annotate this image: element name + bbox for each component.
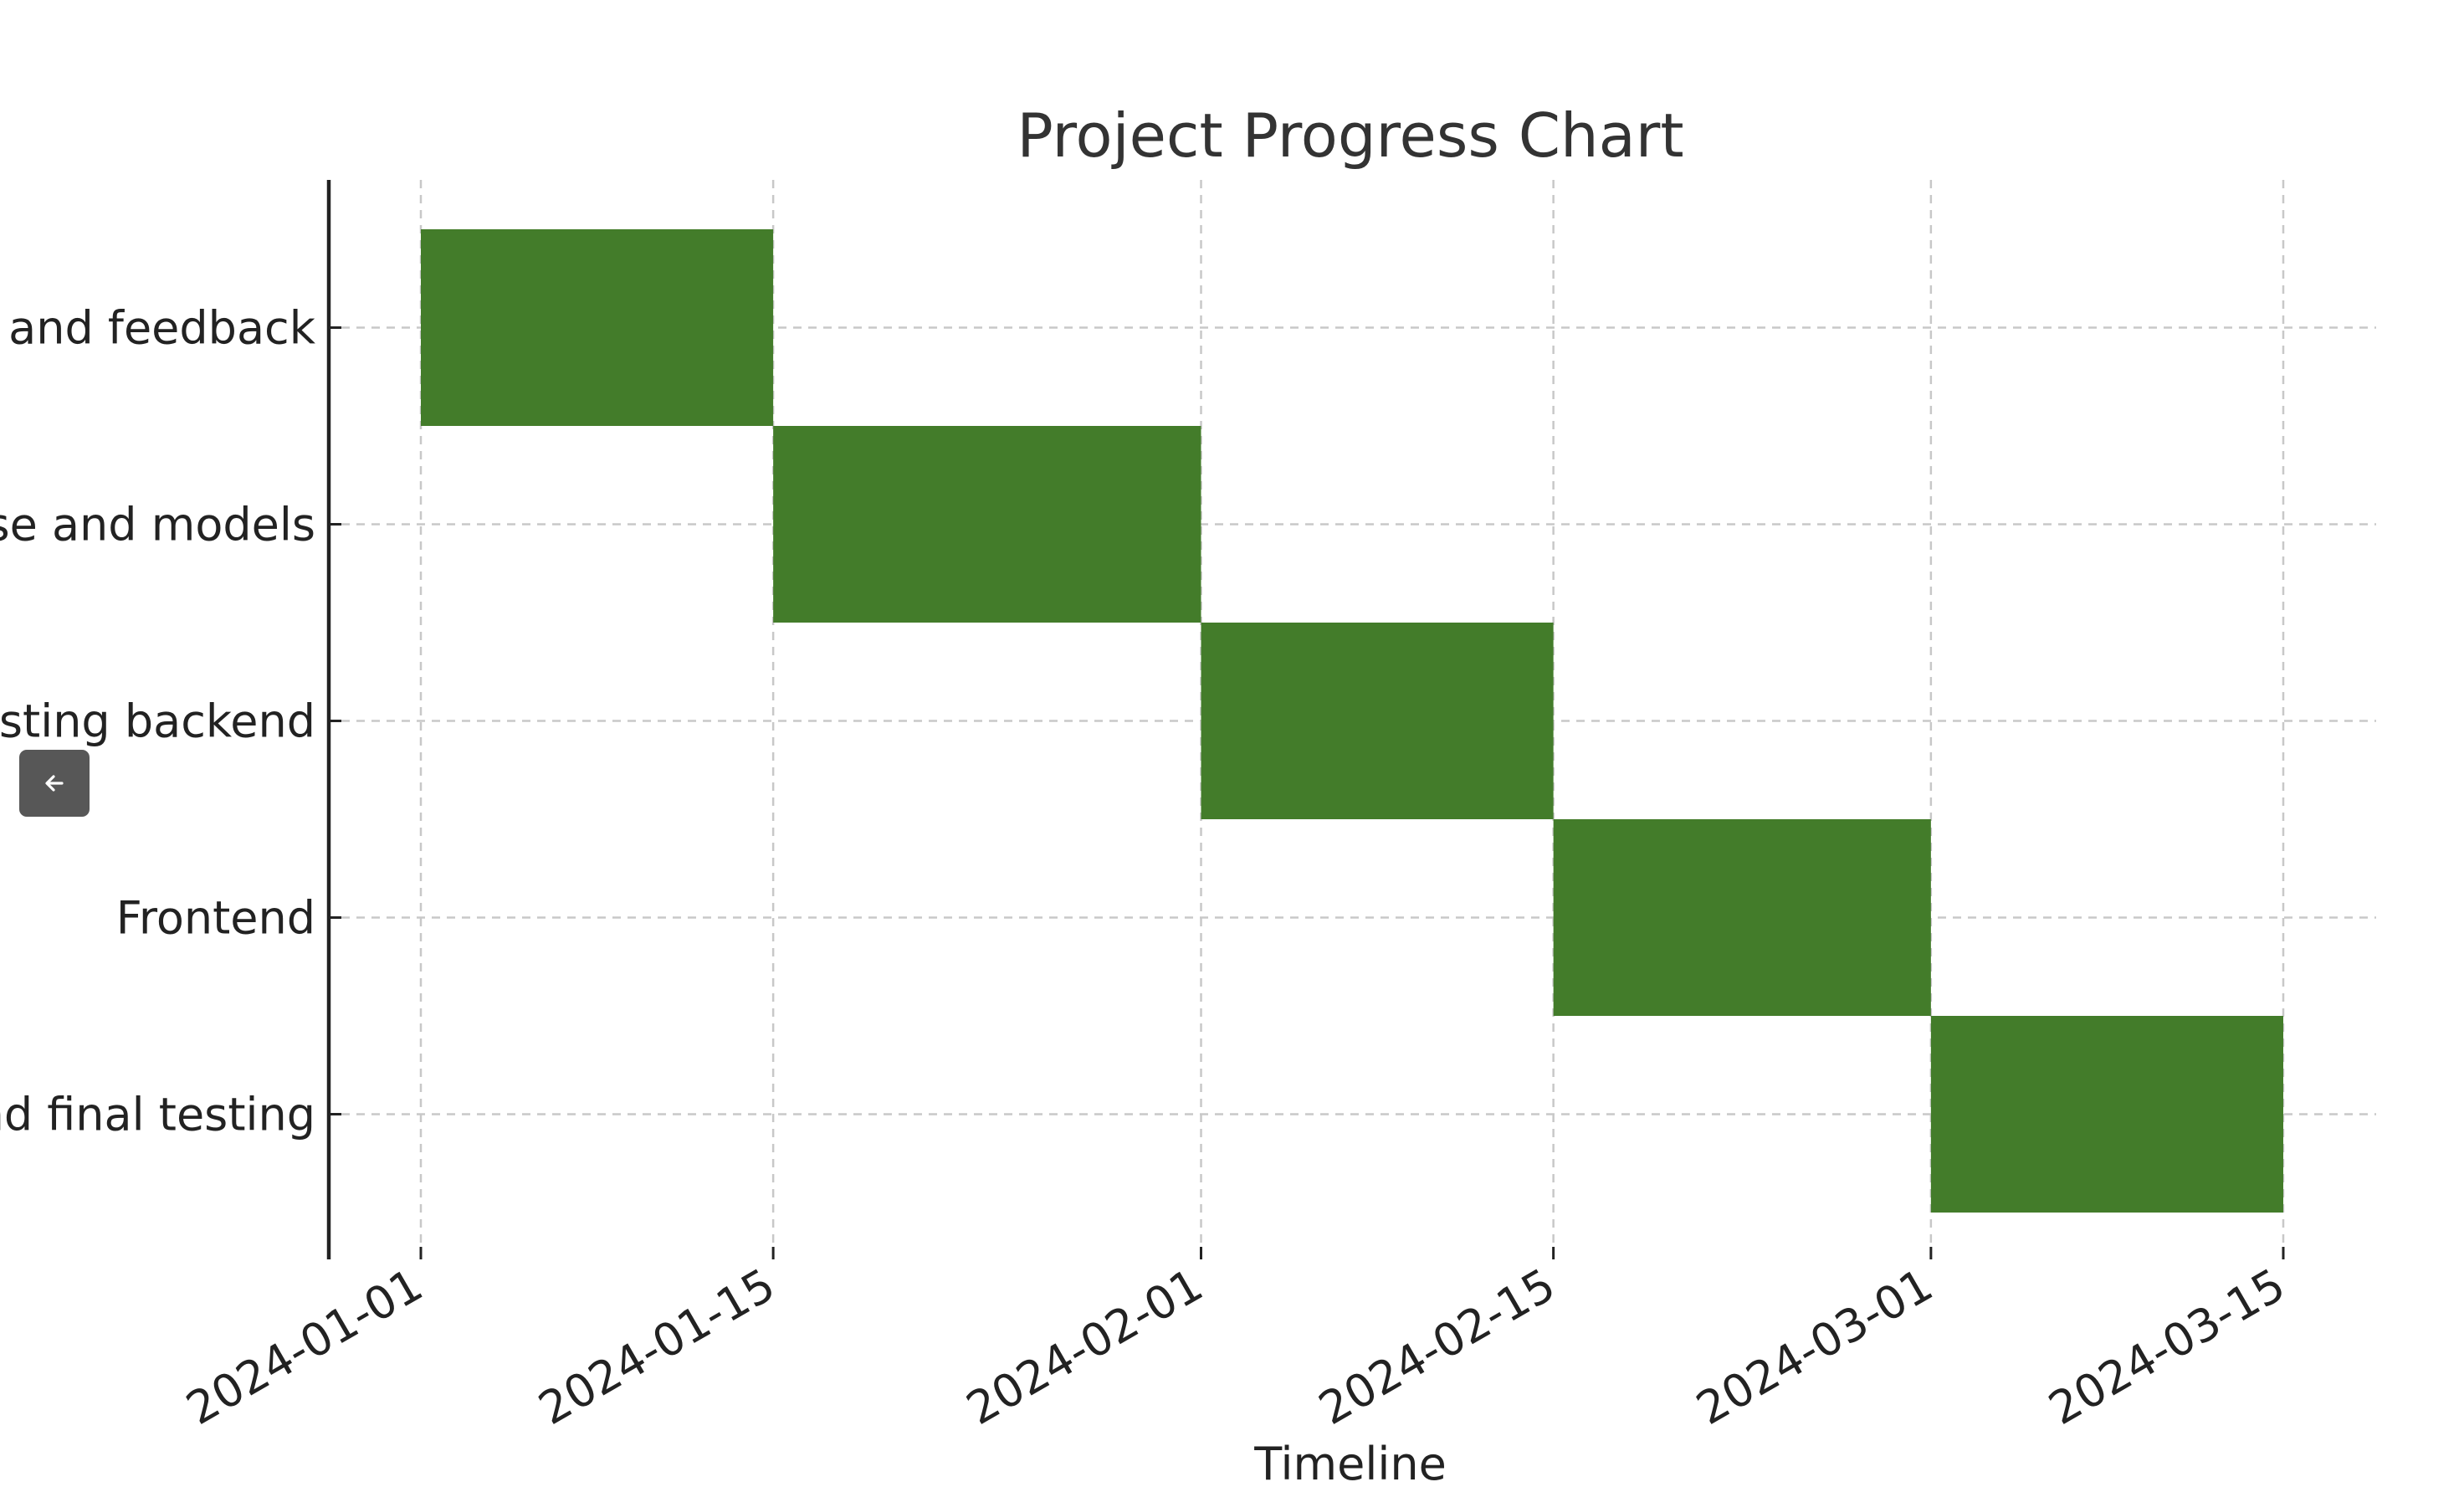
task-bar	[773, 426, 1201, 623]
task-bar	[1553, 819, 1931, 1016]
arrow-left-icon	[45, 775, 64, 792]
collapse-sidebar-button[interactable]	[19, 750, 90, 817]
chart-title: Project Progress Chart	[1017, 100, 1683, 171]
y-tick-label: se and models	[0, 499, 315, 551]
x-axis-label: Timeline	[1253, 1438, 1447, 1487]
y-tick-label: Frontend	[116, 892, 315, 945]
task-bar	[1930, 1016, 2283, 1213]
x-tick-label: 2024-01-15	[530, 1259, 783, 1435]
x-axis-ticks: 2024-01-01 2024-01-15 2024-02-01 2024-02-15…	[177, 1247, 2294, 1435]
x-tick-label: 2024-01-01	[177, 1259, 431, 1435]
y-tick-label: esting backend	[0, 695, 315, 748]
x-tick-label: 2024-02-01	[958, 1259, 1212, 1435]
task-bar	[1201, 623, 1554, 819]
y-tick-label: nd final testing	[0, 1089, 315, 1141]
x-tick-label: 2024-03-15	[2040, 1259, 2293, 1435]
x-tick-label: 2024-02-15	[1310, 1259, 1564, 1435]
task-bar	[421, 229, 774, 426]
y-tick-label: s and feedback	[0, 302, 316, 355]
task-bars	[421, 229, 2283, 1213]
y-axis-ticks: s and feedback se and models esting backen…	[0, 302, 341, 1141]
x-tick-label: 2024-03-01	[1688, 1259, 1941, 1435]
